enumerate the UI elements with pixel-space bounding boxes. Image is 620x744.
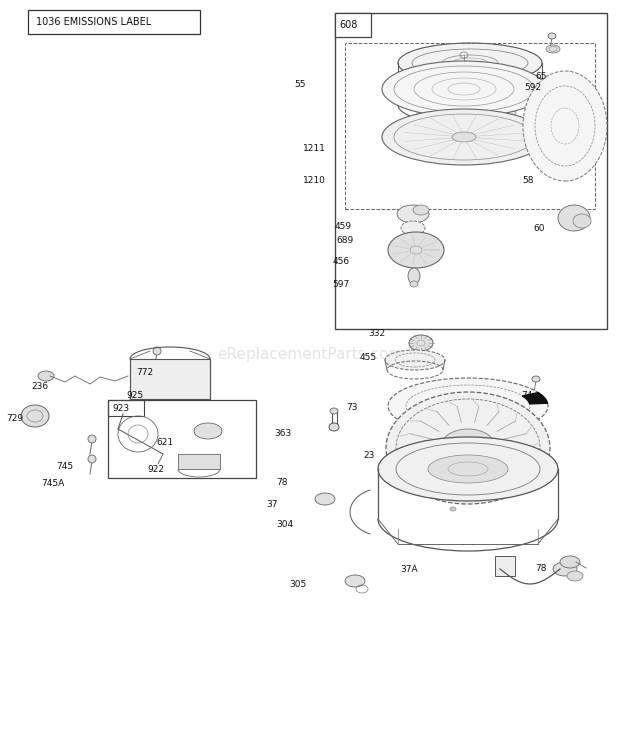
Bar (495, 556, 515, 576)
Text: 65: 65 (535, 72, 547, 81)
Ellipse shape (523, 71, 607, 181)
Ellipse shape (385, 350, 445, 370)
Text: 1036 EMISSIONS LABEL: 1036 EMISSIONS LABEL (36, 17, 151, 27)
Ellipse shape (21, 405, 49, 427)
Bar (345, 43, 595, 209)
Ellipse shape (450, 507, 456, 511)
Ellipse shape (438, 99, 462, 111)
Ellipse shape (38, 371, 54, 381)
Text: 305: 305 (289, 580, 306, 589)
Ellipse shape (153, 347, 161, 355)
Ellipse shape (440, 429, 496, 467)
Ellipse shape (472, 108, 488, 118)
Bar (130, 359, 210, 399)
Ellipse shape (496, 99, 520, 111)
Text: 745: 745 (56, 462, 74, 471)
Ellipse shape (408, 268, 420, 284)
Text: 455: 455 (359, 353, 376, 362)
Text: 37A: 37A (401, 565, 418, 574)
Ellipse shape (397, 205, 429, 223)
Text: 78: 78 (536, 564, 547, 573)
Bar (335, 13, 371, 37)
Ellipse shape (428, 455, 508, 483)
Bar (108, 400, 144, 416)
Ellipse shape (468, 99, 492, 111)
Text: 456: 456 (332, 257, 350, 266)
Ellipse shape (409, 335, 433, 351)
Ellipse shape (388, 378, 548, 434)
Text: eReplacementParts.com: eReplacementParts.com (217, 347, 403, 362)
Ellipse shape (440, 396, 496, 416)
Bar (178, 454, 220, 469)
Text: 55: 55 (294, 80, 306, 89)
Polygon shape (523, 393, 547, 404)
Text: 78: 78 (276, 478, 288, 487)
Ellipse shape (382, 61, 546, 117)
Ellipse shape (417, 108, 433, 118)
Ellipse shape (382, 109, 546, 165)
Text: 608: 608 (339, 20, 357, 30)
Ellipse shape (330, 408, 338, 414)
Text: 73: 73 (346, 403, 358, 412)
Text: 304: 304 (277, 520, 294, 529)
Ellipse shape (388, 232, 444, 268)
Text: 23: 23 (364, 451, 375, 460)
Text: 332: 332 (368, 329, 385, 338)
Ellipse shape (413, 99, 437, 111)
Ellipse shape (532, 376, 540, 382)
Ellipse shape (315, 493, 335, 505)
Ellipse shape (548, 33, 556, 39)
Ellipse shape (410, 281, 418, 287)
Text: 1211: 1211 (303, 144, 326, 153)
Ellipse shape (452, 132, 476, 142)
Ellipse shape (401, 221, 425, 235)
Ellipse shape (345, 575, 365, 587)
Bar (28, 10, 200, 34)
Ellipse shape (500, 108, 516, 118)
Ellipse shape (378, 437, 558, 501)
Ellipse shape (573, 214, 591, 228)
Text: 459: 459 (335, 222, 352, 231)
Bar (108, 400, 256, 478)
Text: 597: 597 (332, 280, 350, 289)
Text: 1210: 1210 (303, 176, 326, 185)
Ellipse shape (567, 571, 583, 581)
Text: 58: 58 (522, 176, 534, 185)
Ellipse shape (386, 392, 550, 504)
Ellipse shape (413, 205, 429, 215)
Text: 772: 772 (136, 368, 154, 377)
Text: 923: 923 (112, 403, 129, 412)
Ellipse shape (329, 423, 339, 431)
Text: 74: 74 (521, 391, 533, 400)
Text: 745A: 745A (42, 479, 64, 488)
Text: 236: 236 (31, 382, 48, 391)
Ellipse shape (442, 108, 458, 118)
Bar (335, 13, 607, 329)
Ellipse shape (194, 423, 222, 439)
Ellipse shape (88, 455, 96, 463)
Text: 363: 363 (275, 429, 292, 437)
Ellipse shape (88, 435, 96, 443)
Text: 729: 729 (6, 414, 24, 423)
Text: 925: 925 (126, 391, 144, 400)
Text: 60: 60 (533, 224, 545, 233)
Ellipse shape (546, 45, 560, 53)
Text: 922: 922 (148, 465, 164, 474)
Text: 621: 621 (157, 438, 174, 447)
Text: 689: 689 (337, 236, 354, 245)
Text: 37: 37 (266, 500, 278, 509)
Ellipse shape (553, 562, 577, 576)
Ellipse shape (560, 556, 580, 568)
Text: 592: 592 (525, 83, 542, 92)
Ellipse shape (398, 43, 542, 83)
Ellipse shape (558, 205, 590, 231)
